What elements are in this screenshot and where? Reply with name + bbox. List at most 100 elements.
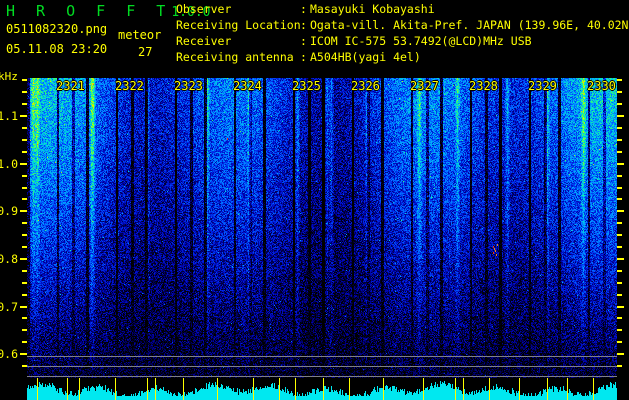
x-axis-time-label: 2321 — [56, 79, 85, 93]
y-axis: 1.1 1.0 0.9 0.8 0.7 0.6 — [0, 68, 27, 400]
y-axis-tick — [22, 269, 27, 272]
x-axis-time-label: 2327 — [410, 79, 439, 93]
right-axis-tick — [617, 246, 622, 249]
spectrogram-plot: kHz 1.1 1.0 0.9 0.8 0.7 0.6 2321 2322 2323 2324 2… — [0, 68, 629, 400]
y-axis-unit-label: kHz — [0, 70, 18, 83]
x-axis-time-label: 2324 — [233, 79, 262, 93]
metadata-key: Receiving Location — [176, 18, 301, 32]
y-axis-tick — [22, 281, 27, 284]
y-axis-tick — [22, 365, 27, 368]
right-axis-tick — [617, 365, 622, 368]
app-version: 1.0.0 — [171, 5, 211, 20]
right-axis-tick-major — [617, 162, 624, 165]
y-axis-tick — [22, 79, 27, 82]
y-axis-tick-label: 0.6 — [0, 347, 18, 362]
right-axis-tick — [617, 269, 622, 272]
metadata-row: Receiver : ICOM IC-575 53.7492(@LCD)MHz … — [176, 33, 629, 49]
datetime-label: 05.11.08 23:20 — [6, 42, 108, 56]
y-axis-tick — [22, 174, 27, 177]
right-axis-tick — [617, 103, 622, 106]
amplitude-strip-area — [27, 378, 617, 400]
metadata-colon: : — [300, 34, 307, 48]
right-axis-tick-major — [617, 257, 624, 260]
right-axis-tick — [617, 174, 622, 177]
y-axis-tick — [22, 127, 27, 129]
y-axis-tick-major — [20, 210, 27, 213]
right-axis-tick — [617, 329, 622, 332]
right-axis-tick — [617, 91, 622, 94]
metadata-value: ICOM IC-575 53.7492(@LCD)MHz USB — [310, 34, 532, 48]
x-axis-time-label: 2326 — [351, 79, 380, 93]
metadata-colon: : — [300, 18, 307, 32]
right-axis-tick — [617, 186, 622, 189]
right-axis-tick — [617, 317, 622, 320]
right-axis-tick — [617, 293, 622, 296]
metadata-row: Receiving antenna : A504HB(yagi 4el) — [176, 49, 629, 65]
right-axis-tick-major — [617, 353, 624, 356]
x-axis-time-label: 2329 — [528, 79, 557, 93]
right-axis-tick-major — [617, 210, 624, 213]
event-count-value: 27 — [138, 45, 153, 59]
right-axis-tick-major — [617, 115, 624, 118]
x-axis-time-label: 2330 — [587, 79, 616, 93]
right-axis-ticks — [617, 68, 629, 400]
metadata-row: Receiving Location : Ogata-vill. Akita-P… — [176, 17, 629, 33]
x-axis-time-label: 2325 — [292, 79, 321, 93]
metadata-key: Receiver — [176, 34, 232, 48]
spectrogram-canvas — [27, 78, 617, 378]
y-axis-tick-label: 1.0 — [0, 156, 18, 171]
x-axis-time-label: 2328 — [469, 79, 498, 93]
y-axis-tick — [22, 222, 27, 225]
y-axis-tick-label: 1.1 — [0, 109, 18, 124]
y-axis-tick — [22, 234, 27, 237]
metadata-row: Observer : Masayuki Kobayashi — [176, 1, 629, 17]
right-axis-tick — [617, 234, 622, 237]
event-type-label: meteor — [118, 28, 162, 42]
y-axis-tick — [22, 91, 27, 94]
app-title: H R O F F T1.0.0 — [6, 2, 210, 20]
right-axis-tick — [617, 222, 622, 225]
y-axis-tick-label: 0.7 — [0, 299, 18, 314]
y-axis-tick — [22, 329, 27, 332]
metadata-key: Receiving antenna — [176, 50, 294, 64]
spectrogram-image-area — [27, 78, 617, 378]
y-axis-tick — [22, 317, 27, 320]
app-name: H R O F F T — [6, 2, 172, 20]
metadata-key: Observer — [176, 2, 232, 16]
right-axis-tick — [617, 198, 622, 201]
x-axis-time-label: 2323 — [174, 79, 203, 93]
y-axis-tick — [22, 186, 27, 189]
right-axis-tick — [617, 341, 622, 344]
y-axis-tick-label: 0.8 — [0, 251, 18, 266]
metadata-value: A504HB(yagi 4el) — [310, 50, 421, 64]
y-axis-tick-major — [20, 162, 27, 165]
header-panel: H R O F F T1.0.0 0511082320.png 05.11.08… — [0, 0, 629, 68]
metadata-colon: : — [300, 50, 307, 64]
y-axis-tick-major — [20, 257, 27, 260]
right-axis-tick — [617, 138, 622, 141]
y-axis-tick-major — [20, 305, 27, 308]
y-axis-tick-major — [20, 353, 27, 356]
metadata-value: Ogata-vill. Akita-Pref. JAPAN (139.96E, … — [310, 18, 629, 32]
right-axis-tick — [617, 150, 622, 153]
amplitude-canvas — [27, 378, 617, 400]
y-axis-tick — [22, 293, 27, 296]
right-axis-tick — [617, 79, 622, 82]
x-axis-time-label: 2322 — [115, 79, 144, 93]
y-axis-tick-label: 0.9 — [0, 204, 18, 219]
metadata-block: Observer : Masayuki Kobayashi Receiving … — [176, 1, 629, 65]
y-axis-tick — [22, 198, 27, 201]
y-axis-tick — [22, 103, 27, 106]
y-axis-tick — [22, 138, 27, 141]
y-axis-tick-major — [20, 115, 27, 118]
y-axis-tick — [22, 341, 27, 344]
y-axis-tick — [22, 246, 27, 249]
right-axis-tick — [617, 127, 622, 129]
right-axis-tick — [617, 281, 622, 284]
filename-label: 0511082320.png — [6, 22, 108, 36]
y-axis-tick — [22, 150, 27, 153]
metadata-colon: : — [300, 2, 307, 16]
right-axis-tick-major — [617, 305, 624, 308]
metadata-value: Masayuki Kobayashi — [310, 2, 435, 16]
